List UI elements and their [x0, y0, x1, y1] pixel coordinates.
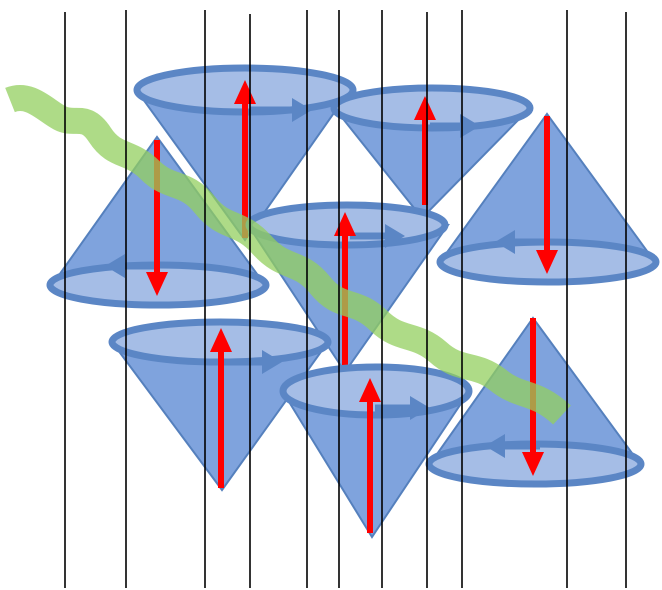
cone-2-spin-arrowhead [414, 96, 436, 120]
cone-4-precession-arrowhead [495, 230, 515, 254]
cone-1-precession-arrowhead [292, 98, 312, 122]
cone-3-precession-arrowhead [105, 254, 125, 278]
cone-7-spin-arrowhead [359, 378, 381, 402]
cone-3-spin-arrowhead [146, 272, 168, 296]
cone-8-spin-arrowhead [522, 452, 544, 476]
cone-6-precession-arrowhead [262, 350, 282, 374]
cone-6 [108, 318, 332, 492]
field-lines [64, 10, 627, 588]
cone-7-precession-arrowhead [410, 396, 430, 420]
cone-2 [330, 84, 534, 220]
cone-6-spin-arrowhead [210, 328, 232, 352]
cone-7-rim [279, 363, 473, 419]
cone-1 [133, 64, 357, 242]
photon-wave [5, 85, 571, 425]
cone-5-precession-arrowhead [385, 224, 405, 248]
cone-7 [279, 363, 473, 539]
cone-4 [436, 112, 660, 286]
cone-4-spin-arrowhead [536, 250, 558, 274]
cone-3 [46, 135, 270, 309]
cone-8-precession-arrowhead [485, 434, 505, 458]
cone-2-rim [330, 84, 534, 132]
cone-2-precession-arrowhead [460, 114, 480, 138]
